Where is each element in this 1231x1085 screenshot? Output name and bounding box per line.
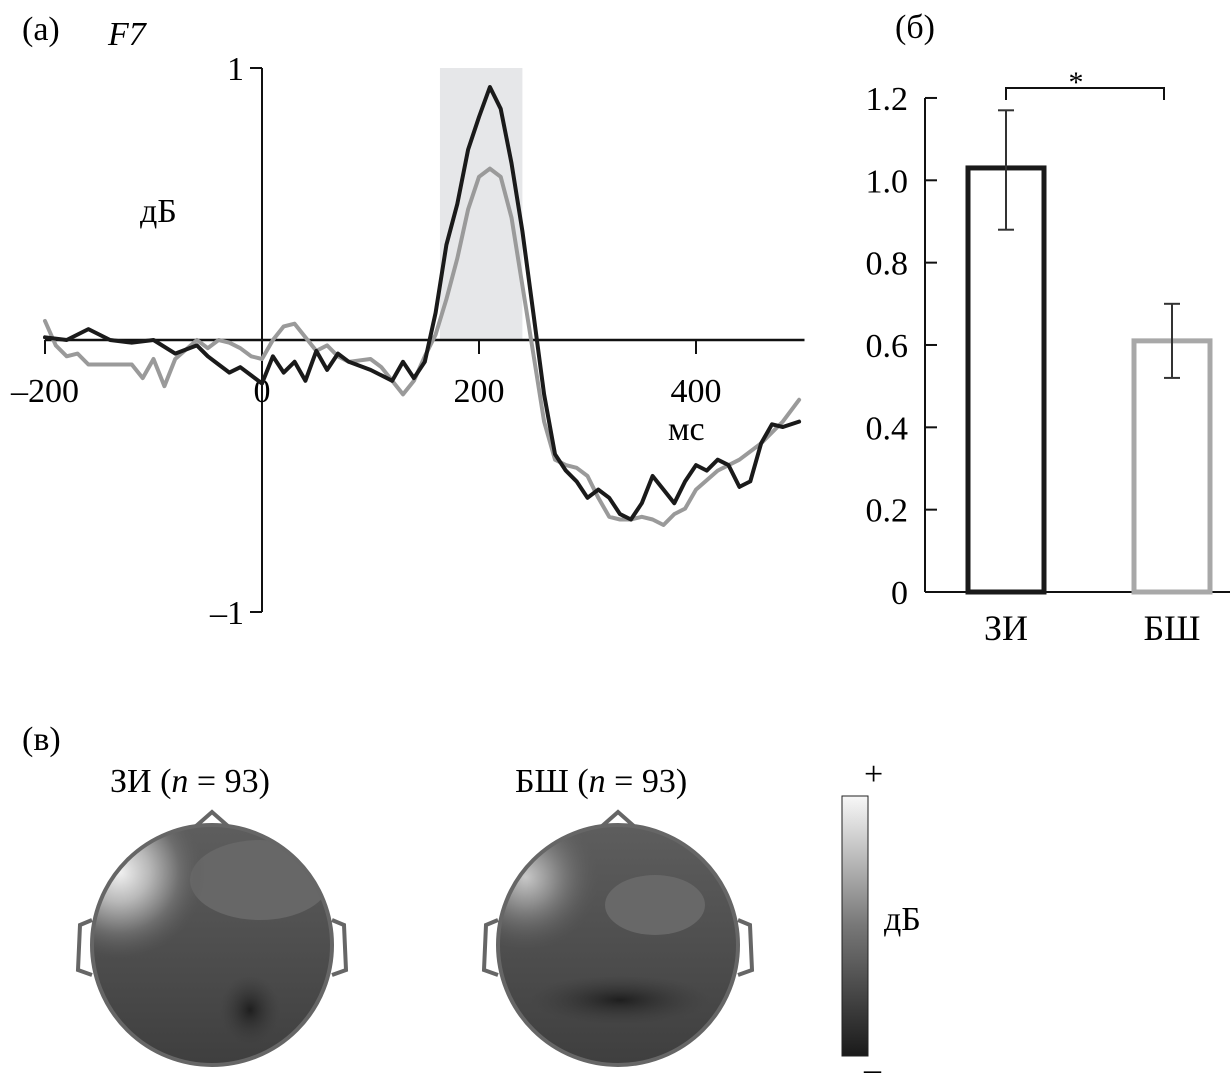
x-tick-label: 200 (454, 373, 505, 410)
y-tick-label: –1 (209, 595, 244, 632)
y-tick-label: 1 (227, 51, 244, 88)
significance-marker: * (1069, 66, 1084, 99)
bar-chart: 0 0.2 0.4 0.6 0.8 1.0 1.2 ЗИ БШ (866, 81, 1230, 648)
x-tick-label: ЗИ (984, 608, 1028, 648)
topomap-title-zi: ЗИ (n = 93) (110, 763, 270, 800)
y-tick-label: 0.4 (866, 410, 909, 447)
topomap-title-bsh: БШ (n = 93) (515, 763, 687, 800)
bar-БШ (1131, 338, 1213, 595)
panel-b: (б) 0 0.2 0.4 0.6 0.8 1.0 1.2 ЗИ БШ * (866, 9, 1230, 648)
y-axis-label: дБ (140, 193, 177, 230)
x-axis-label: мс (668, 411, 705, 448)
chart-title: F7 (107, 16, 148, 53)
panel-a-label: (a) (22, 11, 60, 48)
panel-c-label: (в) (22, 721, 61, 758)
x-tick-label: 400 (671, 373, 722, 410)
y-tick-label: 0.8 (866, 246, 909, 283)
colorbar-min-label: – (863, 1051, 882, 1085)
x-tick-label: –200 (10, 373, 79, 410)
bar-ЗИ (965, 165, 1047, 595)
y-tick-label: 0.6 (866, 328, 909, 365)
significance-bracket (1005, 87, 1165, 100)
y-tick-label: 1.2 (866, 81, 909, 118)
series-lines (43, 85, 802, 527)
colorbar: + – дБ (841, 756, 921, 1085)
panel-c: (в) ЗИ (n = 93) БШ (n = 93) (22, 721, 921, 1085)
series-line-ЗИ (43, 85, 802, 522)
panel-b-label: (б) (895, 9, 935, 46)
topomap-zi (75, 809, 349, 1067)
topomap-bsh (481, 809, 755, 1067)
colorbar-max-label: + (864, 756, 883, 793)
x-tick-label: БШ (1144, 608, 1201, 648)
colorbar-unit: дБ (884, 901, 921, 938)
y-tick-label: 1.0 (866, 163, 909, 200)
y-tick-label: 0.2 (866, 493, 909, 530)
y-tick-label: 0 (891, 575, 908, 612)
